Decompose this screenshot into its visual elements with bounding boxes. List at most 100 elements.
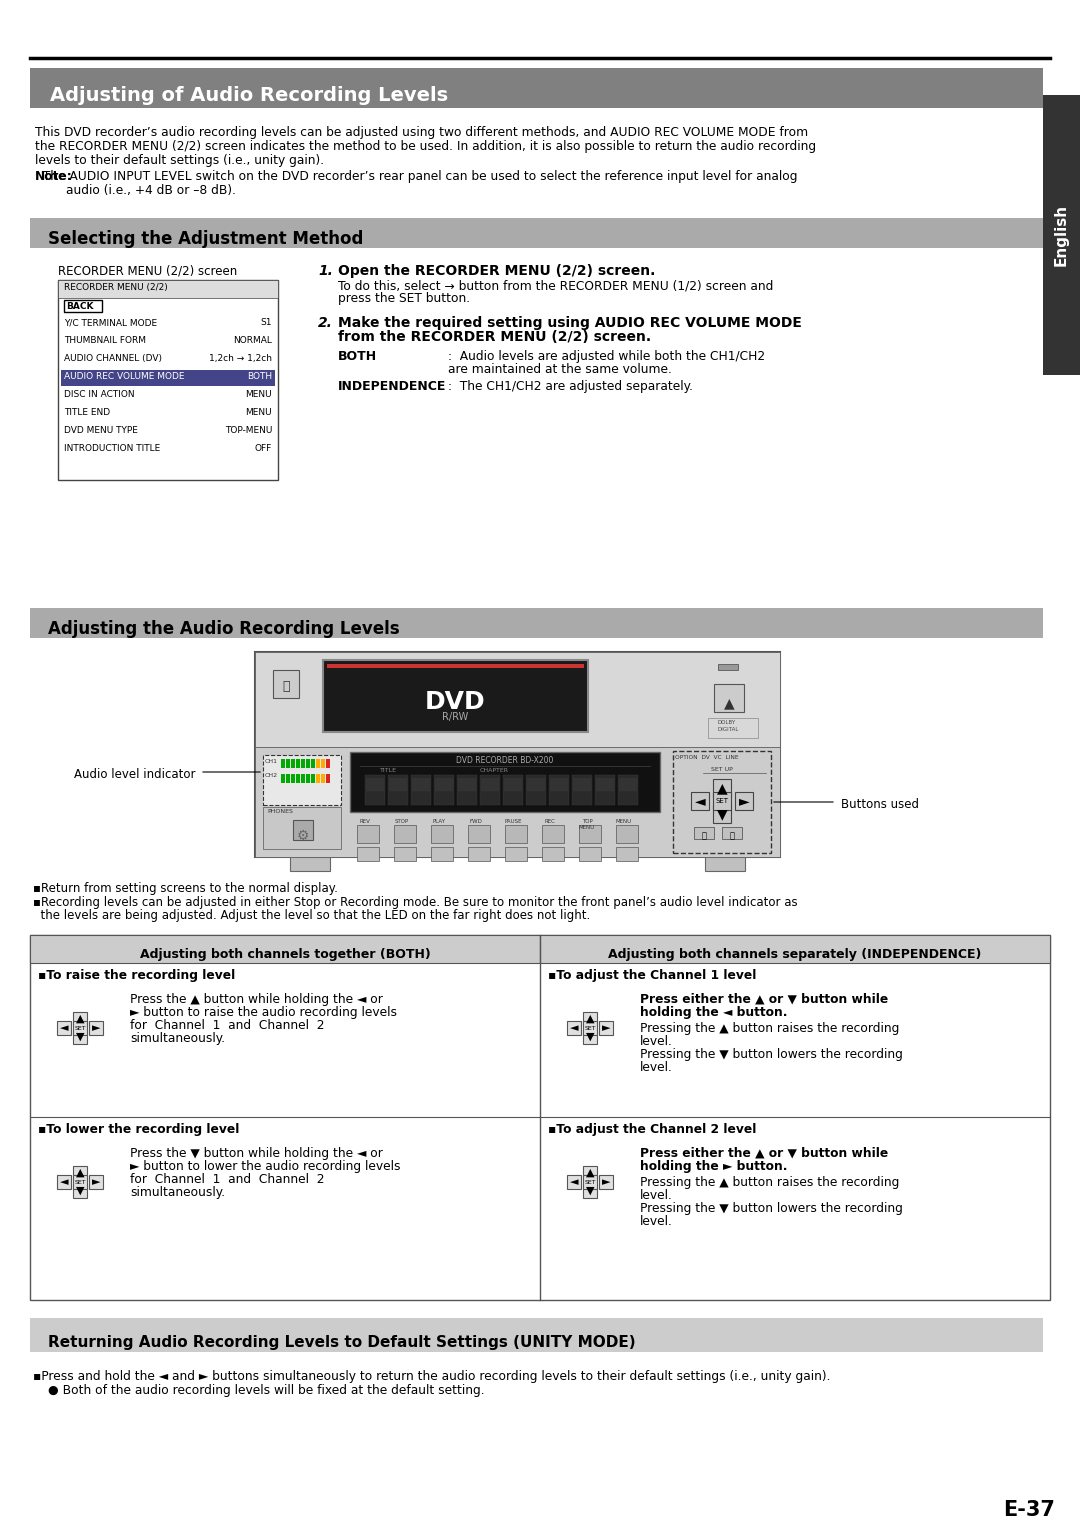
Bar (281, 775, 285, 782)
Bar (57, 1021, 71, 1034)
Text: BOTH: BOTH (247, 371, 272, 380)
Text: Note:: Note: (35, 170, 72, 183)
Bar (549, 775, 569, 805)
Bar (30, 1319, 1043, 1352)
Bar (30, 69, 1043, 108)
Text: ██: ██ (595, 778, 615, 792)
Text: This DVD recorder’s audio recording levels can be adjusted using two different m: This DVD recorder’s audio recording leve… (35, 125, 808, 139)
Text: :  The CH1/CH2 are adjusted separately.: : The CH1/CH2 are adjusted separately. (448, 380, 693, 393)
Bar (73, 1030, 87, 1044)
Bar (58, 280, 278, 298)
Text: ▲: ▲ (585, 1015, 594, 1024)
Bar (595, 775, 615, 805)
Text: To do this, select → button from the RECORDER MENU (1/2) screen and: To do this, select → button from the REC… (338, 280, 773, 292)
Text: ►: ► (92, 1024, 100, 1033)
Bar (567, 1021, 581, 1034)
Bar (1043, 95, 1080, 374)
Bar (542, 825, 564, 843)
Bar (30, 935, 1050, 1300)
Text: The AUDIO INPUT LEVEL switch on the DVD recorder’s rear panel can be used to sel: The AUDIO INPUT LEVEL switch on the DVD … (35, 170, 797, 183)
Text: RECORDER MENU (2/2) screen: RECORDER MENU (2/2) screen (58, 264, 238, 277)
Bar (264, 755, 341, 805)
Bar (326, 759, 330, 769)
Text: holding the ◄ button.: holding the ◄ button. (640, 1005, 787, 1019)
Text: from the RECORDER MENU (2/2) screen.: from the RECORDER MENU (2/2) screen. (338, 330, 651, 344)
Bar (708, 718, 758, 738)
Text: ██: ██ (365, 778, 384, 792)
Text: ██: ██ (411, 778, 431, 792)
Bar (291, 857, 330, 871)
Bar (540, 935, 1050, 963)
Text: Adjusting both channels separately (INDEPENDENCE): Adjusting both channels separately (INDE… (608, 947, 982, 961)
Text: ▲: ▲ (724, 695, 734, 711)
Bar (583, 1184, 597, 1198)
Bar (286, 775, 291, 782)
Bar (89, 1021, 103, 1034)
Bar (394, 825, 416, 843)
Bar (311, 759, 315, 769)
Bar (579, 847, 600, 860)
Text: 2.: 2. (318, 316, 333, 330)
Text: ► button to lower the audio recording levels: ► button to lower the audio recording le… (130, 1160, 401, 1174)
Bar (583, 1166, 597, 1180)
Text: SET: SET (75, 1180, 85, 1184)
Text: ██: ██ (457, 778, 476, 792)
Bar (73, 1175, 87, 1189)
Bar (365, 775, 384, 805)
Bar (58, 280, 278, 480)
Bar (713, 792, 731, 810)
Bar (273, 669, 299, 698)
Bar (434, 775, 454, 805)
Text: OFF: OFF (255, 445, 272, 452)
Bar (394, 847, 416, 860)
Text: ● Both of the audio recording levels will be fixed at the default setting.: ● Both of the audio recording levels wil… (48, 1384, 485, 1397)
Text: SET: SET (75, 1025, 85, 1030)
Text: ▼: ▼ (585, 1186, 594, 1196)
Bar (431, 847, 453, 860)
Bar (694, 827, 714, 839)
Bar (255, 652, 780, 747)
Text: ██: ██ (389, 778, 407, 792)
Text: ▼: ▼ (76, 1186, 84, 1196)
Bar (735, 792, 753, 810)
Text: Pressing the ▼ button lowers the recording: Pressing the ▼ button lowers the recordi… (640, 1203, 903, 1215)
Text: 1,2ch → 1,2ch: 1,2ch → 1,2ch (210, 354, 272, 364)
Bar (64, 299, 102, 312)
Bar (572, 775, 592, 805)
Text: MENU: MENU (245, 408, 272, 417)
Text: press the SET button.: press the SET button. (338, 292, 470, 306)
Text: Buttons used: Buttons used (841, 798, 919, 811)
Text: simultaneously.: simultaneously. (130, 1031, 225, 1045)
Text: THUMBNAIL FORM: THUMBNAIL FORM (64, 336, 146, 345)
Bar (468, 825, 490, 843)
Text: ▪Press and hold the ◄ and ► buttons simultaneously to return the audio recording: ▪Press and hold the ◄ and ► buttons simu… (33, 1371, 831, 1383)
Text: level.: level. (640, 1215, 673, 1229)
Text: ▪Return from setting screens to the normal display.: ▪Return from setting screens to the norm… (33, 882, 338, 895)
Text: TITLE END: TITLE END (64, 408, 110, 417)
Bar (89, 1175, 103, 1189)
Bar (301, 759, 305, 769)
Text: ██: ██ (434, 778, 454, 792)
Text: MENU: MENU (616, 819, 632, 824)
Text: ◄: ◄ (570, 1024, 578, 1033)
Text: INDEPENDENCE: INDEPENDENCE (338, 380, 446, 393)
Text: DOLBY: DOLBY (718, 720, 737, 724)
Text: ◄: ◄ (570, 1177, 578, 1187)
Text: DVD: DVD (424, 691, 485, 714)
Bar (599, 1021, 613, 1034)
Bar (691, 792, 708, 810)
Text: BUSY: BUSY (719, 657, 738, 663)
Bar (306, 759, 310, 769)
Text: 1.: 1. (318, 264, 333, 278)
Text: ██: ██ (550, 778, 569, 792)
Text: ▲: ▲ (76, 1015, 84, 1024)
Bar (723, 827, 742, 839)
Text: ██: ██ (526, 778, 545, 792)
Text: levels to their default settings (i.e., unity gain).: levels to their default settings (i.e., … (35, 154, 324, 167)
Text: Selecting the Adjustment Method: Selecting the Adjustment Method (48, 231, 363, 248)
Bar (323, 660, 588, 732)
Text: ██: ██ (572, 778, 592, 792)
Text: for  Channel  1  and  Channel  2: for Channel 1 and Channel 2 (130, 1019, 324, 1031)
Text: :  Audio levels are adjusted while both the CH1/CH2: : Audio levels are adjusted while both t… (448, 350, 765, 364)
Text: DVD RECORDER BD-X200: DVD RECORDER BD-X200 (457, 756, 554, 766)
